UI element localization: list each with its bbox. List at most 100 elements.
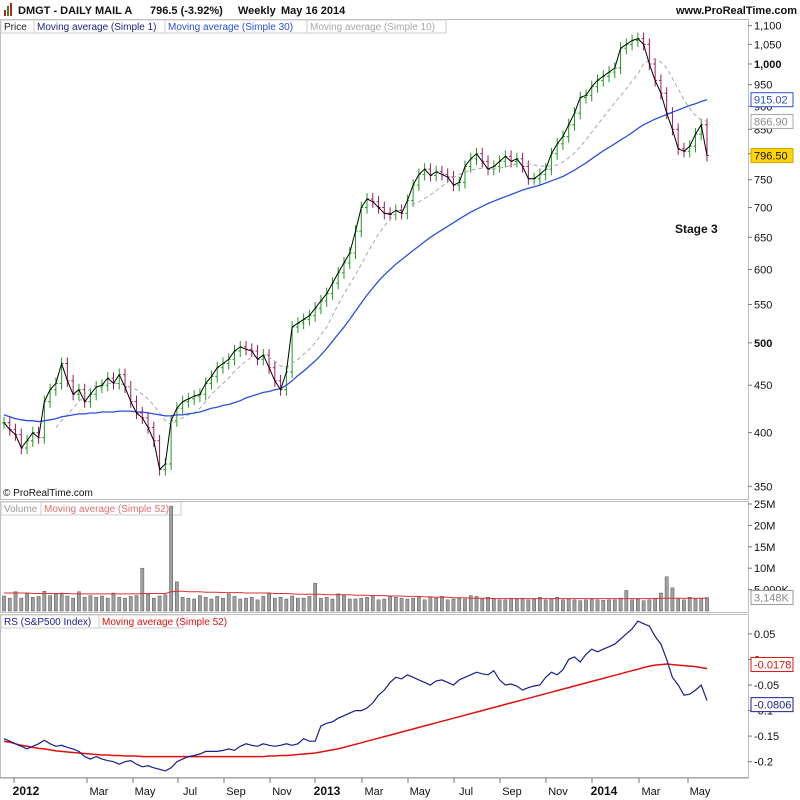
price-bar — [439, 165, 444, 181]
volume-bar — [336, 593, 341, 612]
x-tick-label: Mar — [642, 786, 661, 798]
volume-bar — [566, 598, 571, 612]
volume-bar — [94, 597, 99, 612]
price-bar — [244, 340, 249, 356]
legend-ma1: Moving average (Simple 1) — [37, 22, 157, 33]
volume-bar — [65, 595, 70, 612]
price-bar — [99, 379, 104, 394]
ma1-line — [3, 38, 708, 471]
svg-text:866.90: 866.90 — [754, 116, 788, 128]
legend-ma30: Moving average (Simple 30) — [168, 22, 293, 33]
volume-bar — [54, 593, 58, 612]
volume-bar — [393, 597, 398, 612]
stage-annotation: Stage 3 — [675, 222, 718, 236]
price-bar — [503, 150, 508, 168]
volume-bar — [330, 598, 335, 612]
volume-bar — [486, 597, 490, 612]
volume-bar — [422, 599, 427, 612]
rs-y-tick-label: -0.2 — [754, 757, 773, 769]
volume-bar — [232, 596, 237, 612]
price-bar — [422, 163, 427, 181]
volume-bar — [324, 597, 329, 612]
svg-text:-0.0178: -0.0178 — [754, 660, 791, 672]
price-bar — [134, 395, 139, 420]
volume-bar — [538, 597, 542, 612]
price-bar — [313, 302, 318, 322]
volume-bar — [555, 597, 560, 612]
price-bar — [624, 38, 629, 55]
axes: 3504004505005506006507007508008509009501… — [748, 21, 794, 769]
price-y-tick-label: 1,100 — [754, 21, 782, 33]
volume-bar — [42, 591, 47, 612]
volume-bar — [434, 597, 439, 612]
price-bar — [255, 344, 260, 366]
price-bar — [7, 416, 12, 436]
volume-bar — [561, 599, 565, 612]
price-bar — [699, 118, 704, 141]
volume-y-tick-label: 10M — [754, 563, 775, 575]
volume-bar — [267, 593, 271, 612]
volume-bar — [59, 592, 64, 612]
volume-bar — [417, 596, 421, 612]
volume-bar — [549, 598, 554, 612]
price-bar — [537, 168, 542, 185]
svg-text:915.02: 915.02 — [754, 95, 788, 107]
svg-text:3,148K: 3,148K — [754, 593, 790, 605]
price-panel-frame — [0, 19, 749, 500]
volume-bar — [520, 597, 525, 612]
volume-bar — [468, 595, 473, 612]
volume-bar — [296, 597, 300, 612]
price-bar — [88, 388, 93, 408]
volume-bar — [451, 598, 456, 612]
volume-bar — [128, 596, 133, 612]
volume-bar — [140, 567, 145, 612]
site-url[interactable]: www.ProRealTime.com — [675, 5, 797, 17]
legend-rs: RS (S&P500 Index) — [4, 617, 91, 628]
price-y-tick-label: 650 — [754, 232, 772, 244]
volume-bar — [192, 598, 197, 612]
volume-bar — [25, 593, 29, 612]
volume-bar — [388, 596, 392, 612]
price-y-tick-label: 700 — [754, 202, 772, 214]
volume-bar — [693, 598, 698, 612]
rs-ma-line — [3, 663, 708, 758]
volume-bar — [134, 595, 139, 612]
last-price-change: 796.5 (-3.92%) — [150, 5, 223, 17]
price-bar — [630, 34, 635, 51]
x-axis: 2012 Mar May Jul Sep Nov 2013 Mar May Jul Sep Nov 20… — [0, 777, 749, 798]
volume-bar — [659, 592, 663, 612]
volume-bar — [578, 600, 583, 612]
price-bar — [347, 247, 352, 269]
x-tick-label: May — [690, 786, 711, 798]
rs-y-tick-label: -0.05 — [754, 680, 779, 692]
price-bar — [658, 74, 663, 100]
price-bar — [676, 123, 681, 155]
price-y-tick-label: 600 — [754, 264, 772, 276]
volume-panel-frame — [0, 501, 749, 613]
volume-bar — [382, 598, 387, 612]
x-tick-label: May — [410, 786, 431, 798]
volume-bar — [169, 505, 173, 612]
price-bar — [607, 66, 612, 83]
ma30-value-badge: 915.02 — [750, 92, 794, 108]
price-y-tick-label: 750 — [754, 175, 772, 187]
volume-bar — [457, 597, 462, 612]
volume-y-tick-label: 15M — [754, 542, 775, 554]
volume-bar — [111, 592, 116, 612]
volume-bar — [480, 598, 485, 612]
volume-bar — [2, 595, 6, 612]
price-bar — [376, 195, 381, 214]
volume-bar — [272, 597, 277, 612]
price-bar — [399, 204, 404, 220]
legend-volume-ma: Moving average (Simple 52) — [44, 504, 169, 515]
volume-bar — [301, 597, 306, 612]
price-bar — [583, 89, 588, 104]
legend-price: Price — [4, 22, 27, 33]
price-y-tick-label: 450 — [754, 380, 772, 392]
volume-bar — [497, 599, 502, 612]
volume-bar — [676, 597, 681, 612]
volume-bar — [347, 598, 352, 612]
price-bar — [497, 155, 502, 173]
volume-bar — [376, 599, 381, 612]
